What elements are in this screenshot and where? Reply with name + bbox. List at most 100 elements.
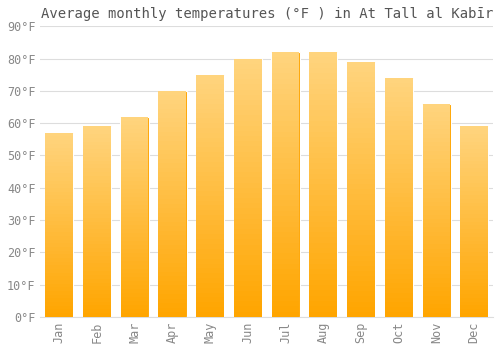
Bar [158, 141, 186, 145]
Bar [234, 136, 262, 141]
Bar [310, 57, 337, 63]
Bar [234, 69, 262, 74]
Bar [272, 269, 299, 274]
Bar [310, 169, 337, 174]
Bar [121, 189, 148, 193]
Bar [310, 301, 337, 306]
Bar [422, 163, 450, 168]
Bar [234, 203, 262, 208]
Bar [422, 257, 450, 261]
Bar [121, 225, 148, 229]
Bar [83, 244, 111, 248]
Bar [460, 187, 488, 191]
Bar [347, 199, 375, 205]
Bar [422, 261, 450, 266]
Bar [83, 176, 111, 180]
Bar [460, 214, 488, 218]
Bar [121, 193, 148, 197]
Bar [234, 224, 262, 229]
Bar [83, 195, 111, 199]
Bar [196, 94, 224, 99]
Bar [272, 306, 299, 312]
Bar [196, 128, 224, 133]
Bar [46, 229, 73, 232]
Bar [234, 79, 262, 84]
Bar [422, 244, 450, 248]
Bar [422, 248, 450, 253]
Bar [347, 113, 375, 118]
Bar [83, 210, 111, 214]
Bar [158, 262, 186, 267]
Bar [83, 199, 111, 203]
Bar [385, 307, 412, 312]
Bar [83, 222, 111, 225]
Bar [46, 151, 73, 155]
Bar [46, 261, 73, 265]
Bar [310, 68, 337, 73]
Bar [46, 306, 73, 309]
Bar [83, 145, 111, 149]
Bar [422, 313, 450, 317]
Bar [121, 293, 148, 297]
Bar [347, 123, 375, 128]
Bar [46, 206, 73, 210]
Bar [460, 225, 488, 229]
Bar [385, 312, 412, 317]
Bar [158, 154, 186, 159]
Bar [158, 168, 186, 172]
Bar [460, 290, 488, 294]
Bar [310, 280, 337, 285]
Bar [46, 173, 73, 177]
Bar [83, 172, 111, 176]
Bar [422, 223, 450, 228]
Bar [158, 312, 186, 317]
Bar [422, 172, 450, 176]
Bar [196, 293, 224, 297]
Bar [234, 265, 262, 270]
Bar [310, 243, 337, 248]
Bar [158, 177, 186, 181]
Bar [460, 149, 488, 153]
Bar [347, 251, 375, 256]
Bar [158, 308, 186, 312]
Bar [158, 276, 186, 281]
Bar [158, 127, 186, 132]
Bar [310, 52, 337, 57]
Bar [460, 142, 488, 145]
Bar [121, 249, 148, 253]
Bar [310, 200, 337, 206]
Bar [347, 87, 375, 92]
Bar [272, 89, 299, 94]
Bar [234, 245, 262, 250]
Bar [196, 210, 224, 215]
Bar [347, 179, 375, 184]
Bar [196, 123, 224, 128]
Bar [121, 261, 148, 265]
Bar [121, 233, 148, 237]
Bar [234, 255, 262, 260]
Bar [385, 183, 412, 188]
Bar [196, 118, 224, 123]
Bar [83, 164, 111, 168]
Bar [460, 191, 488, 195]
Bar [422, 176, 450, 181]
Bar [347, 286, 375, 291]
Bar [310, 94, 337, 100]
Bar [158, 245, 186, 249]
Bar [347, 271, 375, 276]
Bar [347, 169, 375, 174]
Bar [385, 174, 412, 178]
Bar [83, 229, 111, 233]
Bar [347, 215, 375, 220]
Bar [196, 244, 224, 249]
Bar [158, 281, 186, 285]
Bar [121, 129, 148, 133]
Bar [234, 270, 262, 275]
Bar [83, 130, 111, 134]
Bar [347, 276, 375, 281]
Bar [46, 140, 73, 144]
Bar [121, 117, 148, 121]
Bar [121, 221, 148, 225]
Bar [460, 282, 488, 286]
Bar [422, 146, 450, 150]
